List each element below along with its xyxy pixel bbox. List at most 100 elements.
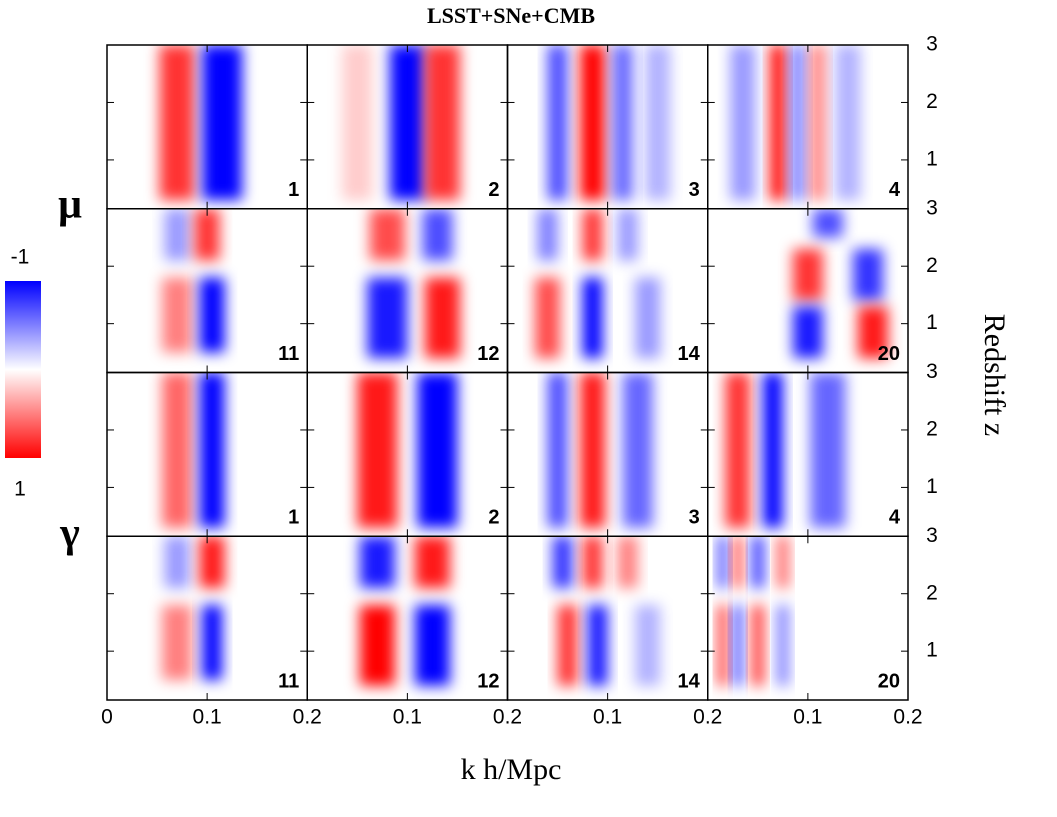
- heat-cell: [369, 208, 405, 261]
- heat-cell: [792, 248, 823, 301]
- y-tick-label: 3: [926, 196, 938, 219]
- panel: [547, 372, 653, 528]
- heat-cell: [751, 605, 764, 686]
- x-tick-label: 0: [101, 706, 113, 729]
- heat-cell: [159, 45, 195, 201]
- y-tick-label: 1: [926, 147, 938, 170]
- heat-cell: [587, 605, 608, 686]
- x-tick-label: 0.1: [793, 706, 822, 729]
- heat-cell: [717, 605, 728, 686]
- colorbar-tick-label: 1: [14, 478, 26, 501]
- heat-cell: [717, 536, 728, 588]
- panel-frame: [506, 44, 709, 210]
- colorbar-tick-label: -1: [11, 246, 30, 269]
- panel: [342, 45, 460, 201]
- heat-cell: [359, 536, 395, 588]
- panel: [725, 372, 846, 528]
- x-tick-label: 0.1: [193, 706, 222, 729]
- heat-cell: [580, 372, 606, 528]
- panel-label: 11: [278, 670, 299, 692]
- panel-label: 12: [477, 670, 499, 692]
- x-tick-label: 0.2: [693, 706, 722, 729]
- panel: [552, 536, 661, 686]
- heat-cell: [635, 277, 661, 359]
- x-tick-label: 0.2: [893, 706, 922, 729]
- panel-label: 20: [878, 670, 900, 692]
- heat-cell: [162, 372, 193, 528]
- heat-cell: [732, 536, 743, 588]
- y-tick-label: 1: [926, 311, 938, 334]
- heat-cell: [582, 277, 603, 359]
- panel-label: 12: [477, 343, 499, 365]
- heat-cell: [535, 277, 561, 359]
- row-label: γ: [59, 511, 80, 557]
- x-tick-label: 0.2: [493, 706, 522, 729]
- heat-cell: [422, 208, 453, 261]
- panel: [357, 372, 458, 528]
- heat-cell: [537, 208, 558, 261]
- y-tick-label: 3: [926, 524, 938, 547]
- heat-cell: [367, 277, 408, 359]
- heat-cell: [580, 45, 606, 201]
- heat-cell: [852, 248, 883, 301]
- panel-label: 4: [889, 507, 901, 529]
- panel: [717, 536, 789, 686]
- panel-label: 11: [278, 343, 299, 365]
- panel: [359, 536, 450, 686]
- panel: [162, 372, 225, 528]
- panel-label: 4: [889, 179, 901, 201]
- heat-cell: [424, 277, 460, 359]
- heat-cell: [622, 372, 653, 528]
- heat-cell: [835, 45, 861, 201]
- heat-cell: [645, 45, 671, 201]
- heat-cell: [751, 536, 764, 588]
- panel: [730, 45, 861, 201]
- heat-cell: [162, 277, 193, 353]
- panel-label: 3: [689, 179, 700, 201]
- y-tick-label: 1: [926, 475, 938, 498]
- x-tick-label: 0.1: [393, 706, 422, 729]
- heat-cell: [164, 208, 190, 261]
- panel-label: 20: [878, 343, 900, 365]
- y-tick-label: 3: [926, 360, 938, 383]
- heat-cell: [202, 605, 223, 680]
- x-tick-label: 0.1: [593, 706, 622, 729]
- panel-label: 2: [488, 179, 499, 201]
- heat-cell: [417, 372, 458, 528]
- heat-cell: [424, 45, 460, 201]
- y-tick-label: 2: [926, 90, 938, 113]
- heat-cell: [790, 45, 806, 201]
- heat-cell: [389, 45, 425, 201]
- panel: [792, 208, 888, 359]
- heat-cell: [582, 536, 603, 588]
- heat-cell: [547, 372, 568, 528]
- heat-cell: [552, 536, 573, 588]
- heat-cell: [635, 605, 661, 686]
- heat-cell: [776, 605, 789, 686]
- y-tick-label: 2: [926, 581, 938, 604]
- heat-cell: [547, 45, 568, 201]
- heat-cell: [792, 306, 823, 359]
- panel-label: 2: [488, 507, 499, 529]
- heat-cell: [359, 605, 395, 686]
- heat-cell: [776, 536, 789, 588]
- panel: [159, 45, 243, 201]
- panel-label: 14: [678, 343, 701, 365]
- heat-cell: [202, 45, 243, 201]
- heat-cell: [199, 277, 225, 353]
- panel-label: 1: [288, 179, 299, 201]
- y-tick-label: 2: [926, 254, 938, 277]
- heat-cell: [762, 372, 783, 528]
- panel-frame: [506, 371, 709, 537]
- panel: [162, 208, 225, 353]
- heat-cell: [414, 605, 450, 686]
- panel-label: 1: [288, 507, 299, 529]
- heat-cell: [557, 605, 578, 686]
- y-tick-label: 1: [926, 639, 938, 662]
- heat-cell: [414, 536, 450, 588]
- heat-cell: [810, 372, 846, 528]
- heat-cell: [810, 45, 826, 201]
- panel: [535, 208, 661, 359]
- heat-cell: [770, 45, 786, 201]
